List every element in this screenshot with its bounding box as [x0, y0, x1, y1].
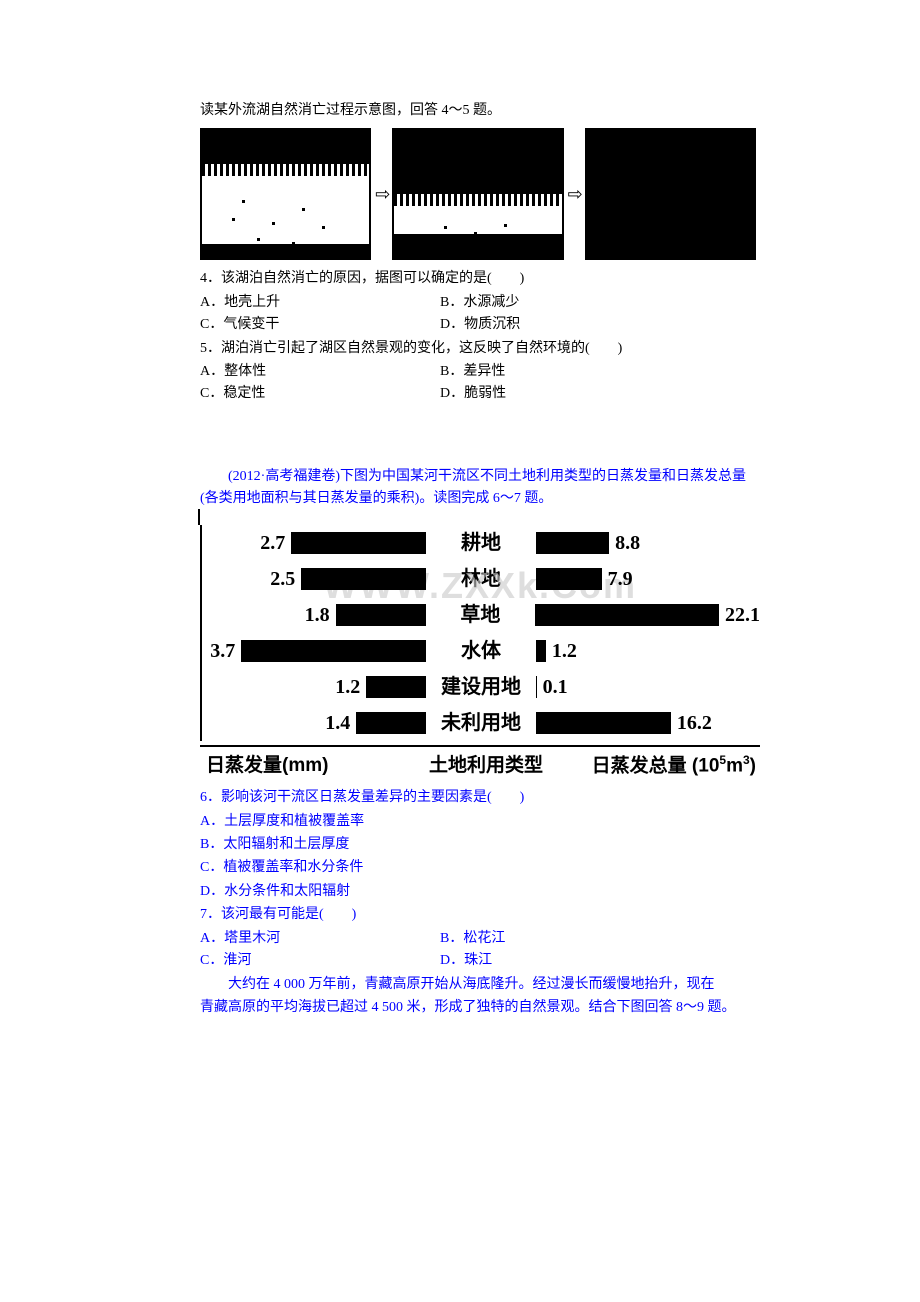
- y-axis-tick: [198, 509, 200, 525]
- chart-row-label: 未利用地: [426, 707, 536, 739]
- q5-opts-row1: A．整体性 B．差异性: [200, 361, 760, 383]
- q5-opt-d: D．脆弱性: [440, 383, 680, 405]
- bar-left-value: 3.7: [210, 635, 235, 667]
- arrow-icon: ⇨: [568, 180, 583, 209]
- chart-row-label: 水体: [426, 635, 536, 667]
- bar-right: [536, 712, 671, 734]
- evaporation-chart: WWW.ZXXk.Com 2.7耕地8.82.5林地7.91.8草地22.13.…: [200, 525, 760, 782]
- bar-left-value: 2.5: [270, 563, 295, 595]
- q7-opt-b: B．松花江: [440, 928, 680, 950]
- lake-panel: [392, 128, 563, 260]
- lake-diagram-row: ⇨⇨: [200, 128, 760, 260]
- q7-opt-c: C．淮河: [200, 950, 440, 972]
- q7-opt-d: D．珠江: [440, 950, 680, 972]
- bar-right-value: 8.8: [615, 527, 640, 559]
- bar-left-value: 2.7: [260, 527, 285, 559]
- bar-right: [535, 604, 719, 626]
- q6-opt-d: D．水分条件和太阳辐射: [200, 881, 760, 903]
- section2-intro-line1: (2012·高考福建卷)下图为中国某河干流区不同土地利用类型的日蒸发量和日蒸发总…: [200, 466, 760, 488]
- section3-line2: 青藏高原的平均海拔已超过 4 500 米，形成了独特的自然景观。结合下图回答 8…: [200, 997, 760, 1019]
- q7-opt-a: A．塔里木河: [200, 928, 440, 950]
- q7-opts-row1: A．塔里木河 B．松花江: [200, 928, 760, 950]
- bar-left-value: 1.4: [325, 707, 350, 739]
- bar-right: [536, 640, 546, 662]
- section2-intro-line2: (各类用地面积与其日蒸发量的乘积)。读图完成 6～7 题。: [200, 488, 760, 510]
- axis-right-label: 日蒸发总量 (105m3): [561, 751, 760, 782]
- bar-right: [536, 532, 609, 554]
- q7-opts-row2: C．淮河 D．珠江: [200, 950, 760, 972]
- bar-left: [336, 604, 426, 626]
- bar-left-value: 1.8: [305, 599, 330, 631]
- bar-left-value: 1.2: [335, 671, 360, 703]
- q4-opt-d: D．物质沉积: [440, 314, 680, 336]
- axis-center-label: 土地利用类型: [411, 751, 561, 782]
- q6-opt-b: B．太阳辐射和土层厚度: [200, 834, 760, 856]
- bar-left: [366, 676, 426, 698]
- bar-left: [291, 532, 426, 554]
- chart-row: 1.4 未利用地 16.2: [202, 705, 760, 741]
- chart-row: 1.2 建设用地 0.1: [202, 669, 760, 705]
- axis-left-label: 日蒸发量(mm): [200, 751, 411, 782]
- bar-left: [301, 568, 426, 590]
- q5-opt-a: A．整体性: [200, 361, 440, 383]
- q4-opt-a: A．地壳上升: [200, 292, 440, 314]
- bar-left: [241, 640, 426, 662]
- x-axis-line: [200, 745, 760, 747]
- chart-row-label: 林地: [426, 563, 536, 595]
- chart-row-label: 耕地: [426, 527, 536, 559]
- q7-stem: 7．该河最有可能是( ): [200, 904, 760, 926]
- q6-opt-a: A．土层厚度和植被覆盖率: [200, 811, 760, 833]
- q5-opt-c: C．稳定性: [200, 383, 440, 405]
- chart-row: 1.8 草地 22.1: [202, 597, 760, 633]
- bar-right: [536, 568, 602, 590]
- q5-opt-b: B．差异性: [440, 361, 680, 383]
- chart-row: 2.7 耕地 8.8: [202, 525, 760, 561]
- q4-opts-row1: A．地壳上升 B．水源减少: [200, 292, 760, 314]
- arrow-icon: ⇨: [375, 180, 390, 209]
- bar-right-value: 1.2: [552, 635, 577, 667]
- bar-right-value: 0.1: [543, 671, 568, 703]
- q4-opts-row2: C．气候变干 D．物质沉积: [200, 314, 760, 336]
- bar-right: [536, 676, 537, 698]
- q6-opt-c: C．植被覆盖率和水分条件: [200, 857, 760, 879]
- bar-right-value: 22.1: [725, 599, 760, 631]
- bar-right-value: 7.9: [608, 563, 633, 595]
- section1-intro: 读某外流湖自然消亡过程示意图，回答 4～5 题。: [200, 100, 760, 122]
- lake-panel: [200, 128, 371, 260]
- q5-opts-row2: C．稳定性 D．脆弱性: [200, 383, 760, 405]
- bar-right-value: 16.2: [677, 707, 712, 739]
- section3-line1: 大约在 4 000 万年前，青藏高原开始从海底隆升。经过漫长而缓慢地抬升，现在: [200, 974, 760, 996]
- chart-row-label: 建设用地: [426, 671, 536, 703]
- q5-stem: 5．湖泊消亡引起了湖区自然景观的变化，这反映了自然环境的( ): [200, 338, 760, 360]
- q4-stem: 4．该湖泊自然消亡的原因，据图可以确定的是( ): [200, 268, 760, 290]
- axis-labels: 日蒸发量(mm) 土地利用类型 日蒸发总量 (105m3): [200, 751, 760, 782]
- lake-panel: [585, 128, 756, 260]
- chart-row: 2.5 林地 7.9: [202, 561, 760, 597]
- q6-stem: 6．影响该河干流区日蒸发量差异的主要因素是( ): [200, 787, 760, 809]
- chart-row-label: 草地: [426, 599, 535, 631]
- q4-opt-b: B．水源减少: [440, 292, 680, 314]
- chart-row: 3.7 水体 1.2: [202, 633, 760, 669]
- q4-opt-c: C．气候变干: [200, 314, 440, 336]
- bar-left: [356, 712, 426, 734]
